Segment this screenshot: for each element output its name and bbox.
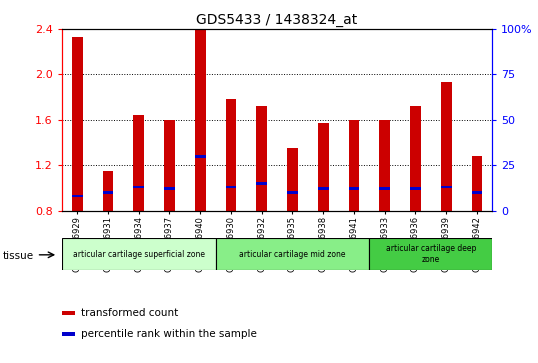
- Bar: [195, 29, 206, 211]
- Bar: [369, 238, 492, 270]
- Bar: [62, 311, 75, 315]
- Bar: [349, 187, 359, 190]
- Bar: [379, 120, 390, 211]
- Bar: [441, 82, 451, 211]
- Bar: [164, 187, 175, 190]
- Text: percentile rank within the sample: percentile rank within the sample: [81, 329, 257, 339]
- Bar: [103, 191, 114, 194]
- Text: articular cartilage mid zone: articular cartilage mid zone: [239, 250, 346, 258]
- Bar: [72, 195, 83, 197]
- Bar: [410, 187, 421, 190]
- Bar: [256, 182, 267, 185]
- Bar: [287, 148, 298, 211]
- Bar: [471, 191, 482, 194]
- Bar: [318, 187, 329, 190]
- Text: tissue: tissue: [3, 251, 34, 261]
- Bar: [62, 333, 75, 336]
- Bar: [216, 238, 369, 270]
- Bar: [379, 187, 390, 190]
- Bar: [72, 37, 83, 211]
- Bar: [410, 106, 421, 211]
- Bar: [471, 156, 482, 211]
- Bar: [133, 185, 144, 188]
- Bar: [164, 120, 175, 211]
- Bar: [103, 171, 114, 211]
- Title: GDS5433 / 1438324_at: GDS5433 / 1438324_at: [196, 13, 358, 26]
- Bar: [225, 99, 236, 211]
- Bar: [349, 120, 359, 211]
- Bar: [133, 115, 144, 211]
- Bar: [62, 238, 216, 270]
- Text: articular cartilage deep
zone: articular cartilage deep zone: [386, 244, 476, 264]
- Bar: [287, 191, 298, 194]
- Bar: [225, 185, 236, 188]
- Bar: [256, 106, 267, 211]
- Text: articular cartilage superficial zone: articular cartilage superficial zone: [73, 250, 205, 258]
- Text: transformed count: transformed count: [81, 308, 179, 318]
- Bar: [195, 155, 206, 158]
- Bar: [441, 185, 451, 188]
- Bar: [318, 123, 329, 211]
